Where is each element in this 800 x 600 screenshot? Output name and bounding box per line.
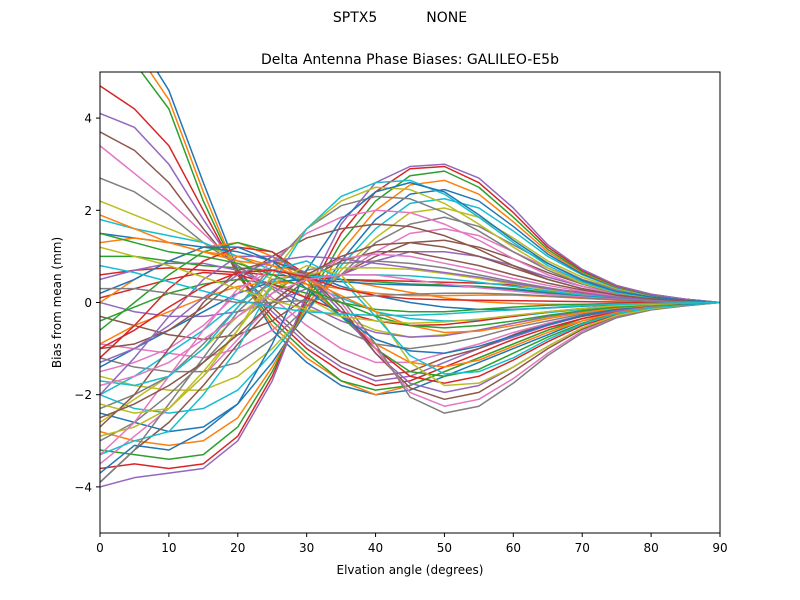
y-axis-label: Bias from mean (mm) <box>50 237 64 368</box>
series-line-s49 <box>100 264 720 414</box>
x-tick-label: 80 <box>643 541 658 555</box>
series-line-s59 <box>100 246 720 324</box>
x-axis: 0 10 20 30 40 50 60 70 80 90 <box>96 533 728 555</box>
y-tick-label: 4 <box>84 112 92 126</box>
series-line-s04 <box>100 85 720 387</box>
y-tick-label: 0 <box>84 296 92 310</box>
x-axis-label: Elvation angle (degrees) <box>337 563 484 577</box>
y-tick-label: −2 <box>74 388 92 402</box>
series-line-s40 <box>100 179 720 456</box>
series-line-s46 <box>100 260 720 428</box>
series-line-s37 <box>100 209 720 373</box>
x-tick-label: 10 <box>161 541 176 555</box>
series-line-s60 <box>100 264 720 317</box>
series-line-s50 <box>100 260 720 387</box>
x-tick-label: 20 <box>230 541 245 555</box>
x-tick-label: 30 <box>299 541 314 555</box>
series-line-s33 <box>100 278 720 322</box>
y-tick-label: −4 <box>74 480 92 494</box>
x-tick-label: 0 <box>96 541 104 555</box>
x-tick-label: 60 <box>506 541 521 555</box>
series-line-s54 <box>100 269 720 350</box>
x-tick-label: 40 <box>368 541 383 555</box>
x-tick-label: 90 <box>712 541 727 555</box>
series-line-s44 <box>100 246 720 384</box>
y-axis: −4 −2 0 2 4 <box>74 112 100 494</box>
x-tick-label: 70 <box>575 541 590 555</box>
series-line-s58 <box>100 287 720 304</box>
series-line-s25 <box>100 163 720 488</box>
series-line-s56 <box>100 241 720 419</box>
x-tick-label: 50 <box>437 541 452 555</box>
series-line-s48 <box>100 274 720 483</box>
series-line-s41 <box>100 181 720 474</box>
series-line-s02 <box>149 72 720 396</box>
series-line-s07 <box>100 145 720 364</box>
series-line-s51 <box>100 246 720 354</box>
series-line-s53 <box>100 232 720 329</box>
figure-suptitle: SPTX5 NONE <box>332 10 468 26</box>
series-layer <box>100 72 720 488</box>
y-tick-label: 2 <box>84 204 92 218</box>
chart-title: Delta Antenna Phase Biases: GALILEO-E5b <box>261 52 559 68</box>
